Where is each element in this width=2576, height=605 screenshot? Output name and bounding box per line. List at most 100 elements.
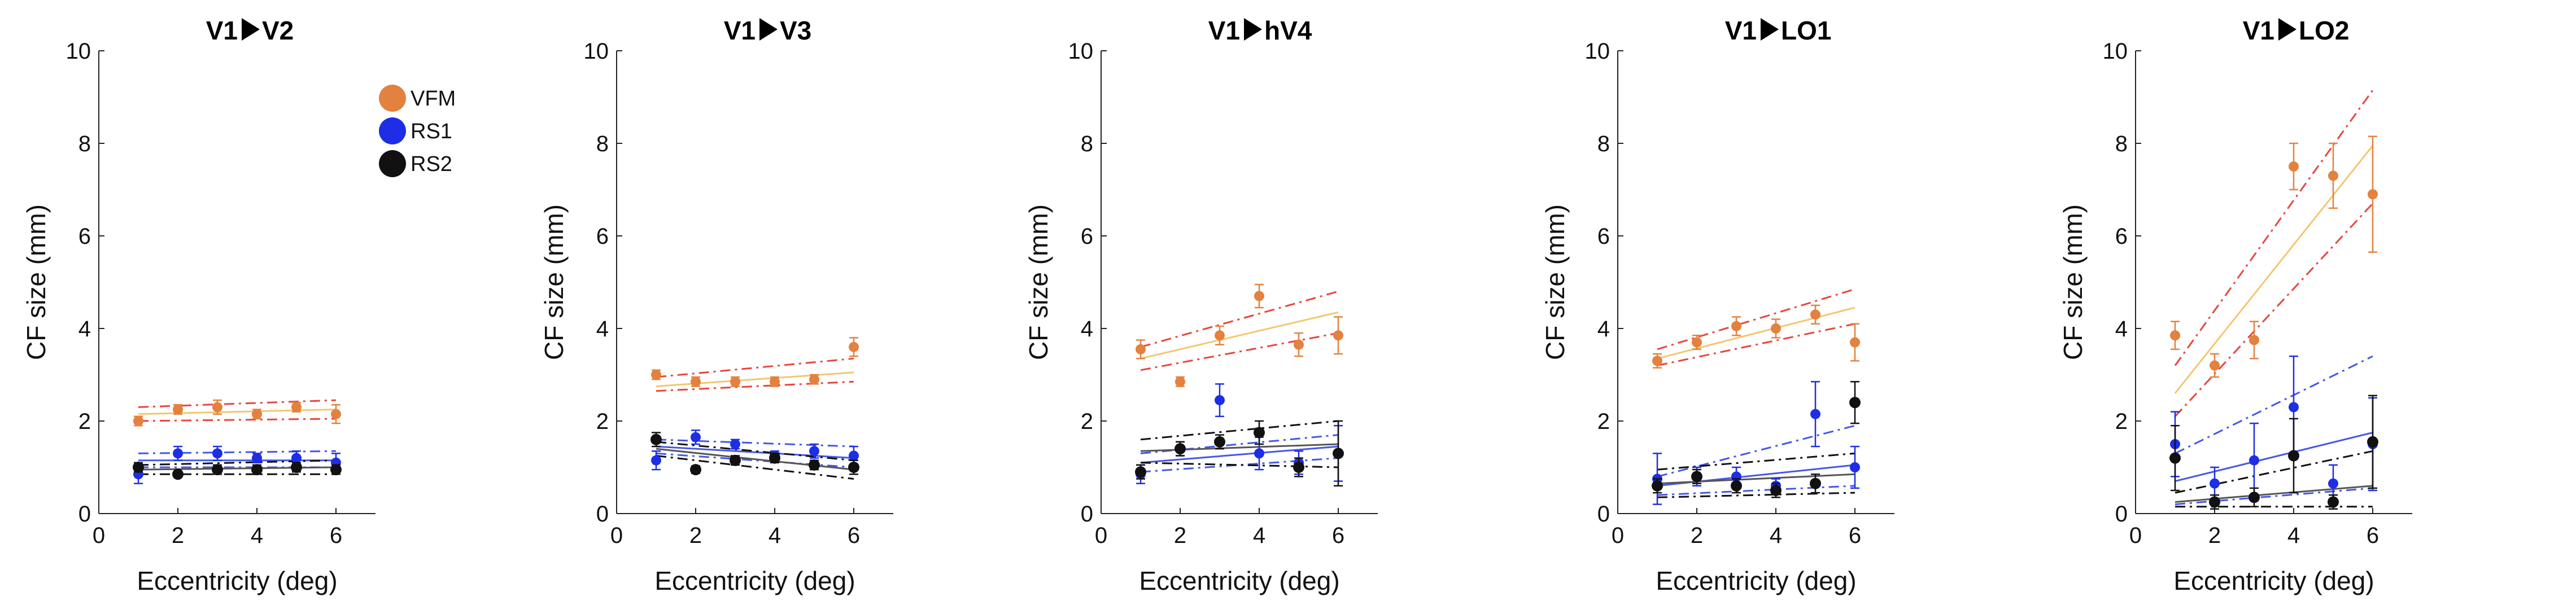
vfm-point: [1294, 339, 1304, 350]
rs2-fit-line: [656, 448, 854, 471]
vfm-point: [252, 409, 262, 419]
rs1-ci-lower-line: [1657, 485, 1855, 496]
rs1-point: [2328, 478, 2338, 489]
rs2-point: [2248, 492, 2260, 503]
rs2-ci-lower-line: [656, 455, 854, 480]
rs2-point: [291, 462, 302, 473]
rs2-ci-upper-line: [1140, 420, 1339, 441]
rs1-point: [651, 455, 661, 466]
y-tick-label: 2: [2115, 409, 2128, 434]
y-tick-label: 10: [584, 39, 609, 64]
vfm-ci-lower-line: [138, 418, 337, 422]
y-axis-label: CF size (mm): [2058, 204, 2088, 360]
vfm-ci-lower-line: [1140, 332, 1339, 371]
rs1-ci-lower-line: [656, 452, 854, 468]
y-tick-label: 0: [78, 502, 91, 527]
rs1-point: [1850, 462, 1860, 472]
y-tick-label: 6: [2115, 224, 2128, 249]
vfm-point: [1254, 291, 1264, 301]
rs1-ci-upper-line: [138, 450, 337, 454]
legend-label-vfm: VFM: [411, 87, 456, 111]
x-tick-label: 0: [2129, 523, 2142, 548]
vfm-point: [1850, 337, 1860, 348]
y-tick-label: 0: [1597, 502, 1610, 527]
x-tick-label: 0: [1612, 523, 1624, 548]
x-tick-label: 6: [2367, 523, 2379, 548]
vfm-point: [1136, 344, 1146, 354]
rs1-point: [730, 439, 740, 449]
panel-title-right: LO1: [1781, 16, 1831, 45]
y-tick-label: 4: [1597, 317, 1610, 341]
panel-v1-lo1: V1 LO1 0 2 4 6 8 10 0 2 4 6 CF size (mm) Eccentri…: [1540, 16, 1894, 595]
rs2-point: [2328, 496, 2339, 508]
rs2-point: [2367, 436, 2378, 448]
y-axis-label: CF size (mm): [539, 204, 569, 360]
y-tick-label: 10: [2103, 39, 2128, 64]
arrow-right-icon: [242, 18, 260, 41]
rs2-point: [2169, 452, 2181, 464]
vfm-fit-line: [1657, 306, 1855, 360]
rs1-ci-lower-line: [2175, 487, 2373, 506]
panel-title-left: V1: [2243, 16, 2274, 45]
x-axis-label: Eccentricity (deg): [654, 566, 855, 595]
vfm-fit-line: [1140, 311, 1339, 360]
vfm-point: [2170, 330, 2180, 341]
y-tick-label: 0: [2115, 502, 2128, 527]
vfm-ci-upper-line: [656, 357, 854, 378]
x-tick-label: 2: [1691, 523, 1703, 548]
rs2-point: [251, 464, 263, 476]
x-tick-label: 6: [848, 523, 860, 548]
plot-area: 0 2 4 6 8 10 0 2 4 6: [2103, 39, 2412, 548]
vfm-ci-upper-line: [2174, 89, 2374, 366]
y-tick-label: 2: [1597, 409, 1610, 434]
arrow-right-icon: [2278, 18, 2296, 41]
y-tick-label: 10: [1068, 39, 1094, 64]
rs2-fit-line: [138, 466, 337, 471]
y-tick-label: 8: [596, 131, 609, 156]
rs1-point: [173, 448, 183, 459]
panel-title-right: hV4: [1264, 16, 1312, 45]
rs1-fit-line: [656, 445, 854, 459]
vfm-point: [133, 416, 143, 426]
y-tick-label: 10: [1585, 39, 1610, 64]
x-axis-label: Eccentricity (deg): [1139, 566, 1339, 595]
rs2-point: [1652, 480, 1663, 492]
x-tick-label: 4: [2287, 523, 2300, 548]
x-tick-label: 2: [172, 523, 184, 548]
panel-v1-v3: V1 V3 0 2 4 6 8 10 0 2 4 6 CF size (mm) Eccentric…: [539, 16, 893, 595]
rs2-point: [730, 454, 741, 466]
legend: VFM RS1 RS2: [379, 85, 456, 177]
rs2-point: [212, 464, 223, 476]
vfm-point: [849, 341, 859, 352]
rs1-point: [809, 446, 819, 457]
vfm-point: [1692, 337, 1702, 348]
rs2-point: [1214, 436, 1225, 448]
y-tick-label: 4: [78, 317, 91, 341]
rs2-fit-line: [2175, 485, 2373, 503]
rs1-ci-lower-line: [1140, 457, 1339, 473]
vfm-ci-upper-line: [1140, 290, 1339, 348]
vfm-point: [1333, 330, 1343, 341]
x-tick-label: 0: [610, 523, 623, 548]
rs2-ci-upper-line: [656, 441, 854, 462]
y-tick-label: 4: [596, 317, 609, 341]
y-tick-label: 6: [1597, 224, 1610, 249]
rs1-point: [252, 453, 262, 463]
y-tick-label: 0: [1081, 502, 1093, 527]
rs1-ci-upper-line: [2175, 355, 2373, 454]
vfm-point: [691, 376, 701, 387]
vfm-point: [1810, 309, 1820, 320]
rs1-point: [2289, 402, 2299, 413]
plot-area: 0 2 4 6 8 10 0 2 4 6: [66, 39, 376, 548]
legend-marker-rs1: [379, 117, 406, 144]
vfm-point: [212, 402, 222, 413]
y-tick-label: 0: [596, 502, 609, 527]
x-tick-label: 4: [1770, 523, 1782, 548]
rs2-point: [133, 462, 144, 473]
vfm-point: [2368, 189, 2378, 200]
rs2-point: [1810, 477, 1821, 489]
arrow-right-icon: [1244, 18, 1262, 41]
arrow-right-icon: [1761, 18, 1779, 41]
legend-label-rs2: RS2: [411, 152, 452, 176]
rs2-point: [1691, 471, 1702, 483]
